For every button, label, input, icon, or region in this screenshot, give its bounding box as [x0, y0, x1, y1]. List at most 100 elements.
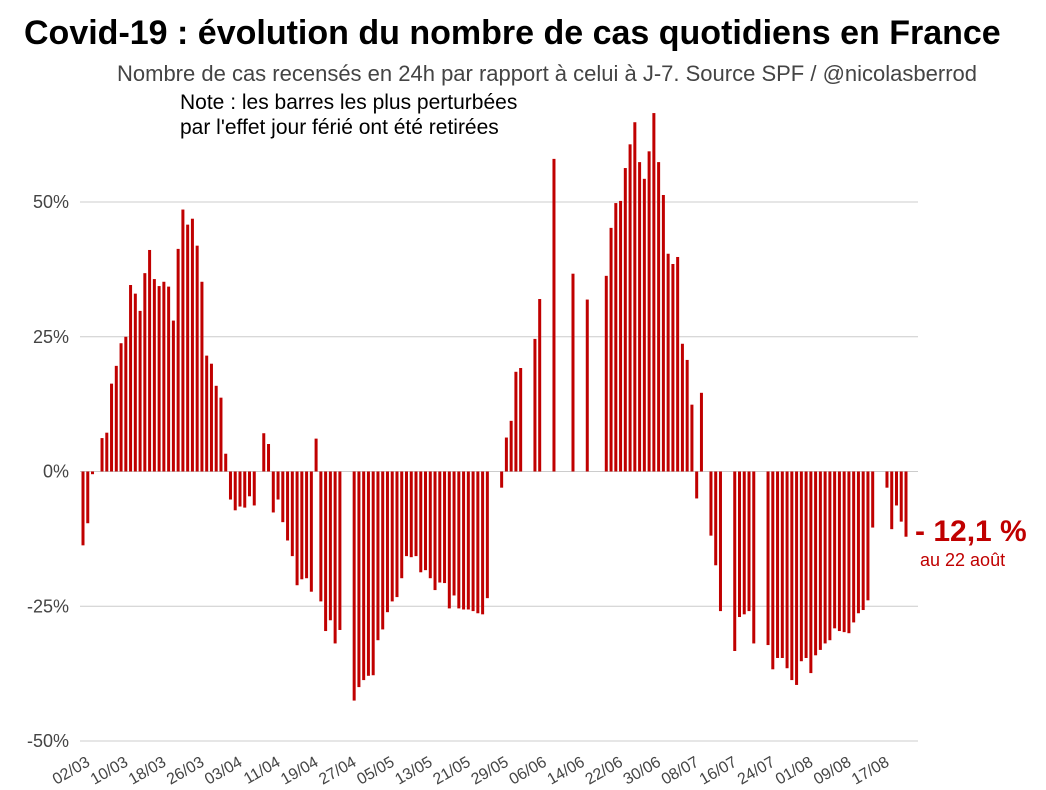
bar — [885, 471, 889, 488]
bar — [823, 471, 827, 644]
bar — [338, 471, 342, 630]
bar — [638, 162, 642, 472]
bar — [795, 471, 799, 685]
bar — [414, 471, 418, 557]
bar — [195, 245, 199, 472]
bar — [852, 471, 856, 623]
bar — [167, 286, 171, 472]
bar — [176, 248, 180, 472]
bar — [585, 299, 589, 472]
bar — [837, 471, 841, 632]
bar — [105, 432, 109, 472]
bar — [695, 471, 699, 499]
y-tick-label: -50% — [27, 731, 69, 751]
bar — [328, 471, 332, 621]
bar — [642, 178, 646, 472]
bar — [614, 203, 618, 472]
bar — [305, 471, 309, 579]
note-line-1: Note : les barres les plus perturbées — [180, 91, 517, 114]
bar — [290, 471, 294, 557]
bar — [295, 471, 299, 586]
bar — [300, 471, 304, 580]
bar — [571, 273, 575, 472]
bar — [538, 299, 542, 472]
bar — [390, 471, 394, 602]
bar — [228, 471, 232, 500]
bar — [157, 286, 161, 472]
bar — [443, 471, 447, 584]
bar — [699, 392, 703, 472]
bar — [690, 404, 694, 472]
bar — [861, 471, 865, 611]
bar — [200, 281, 204, 472]
bar — [790, 471, 794, 681]
bar — [81, 471, 85, 546]
bar — [457, 471, 461, 609]
bar — [609, 227, 613, 472]
bar — [742, 471, 746, 615]
bar — [633, 122, 637, 472]
chart-title: Covid-19 : évolution du nombre de cas qu… — [24, 14, 1001, 52]
bar — [190, 218, 194, 472]
bar — [709, 471, 713, 536]
bar — [433, 471, 437, 591]
bar — [666, 253, 670, 472]
bar — [100, 438, 104, 472]
bar — [481, 471, 485, 615]
bar — [685, 359, 689, 472]
bar — [462, 471, 466, 610]
bar — [628, 144, 632, 472]
bar — [419, 471, 423, 573]
bar — [133, 293, 137, 472]
bar — [424, 471, 428, 571]
bar — [714, 471, 718, 566]
bar — [162, 281, 166, 472]
bar — [371, 471, 375, 676]
bar — [500, 471, 504, 488]
bar — [680, 343, 684, 472]
bar — [267, 444, 271, 472]
bar — [619, 200, 623, 472]
latest-value-annotation: - 12,1 % — [915, 515, 1027, 548]
bar — [385, 471, 389, 613]
bar — [899, 471, 903, 522]
y-tick-label: 25% — [33, 327, 69, 347]
bar — [209, 363, 213, 472]
bars — [81, 113, 908, 701]
bar — [661, 194, 665, 472]
bar — [799, 471, 803, 662]
bar — [324, 471, 328, 632]
bar — [314, 438, 318, 472]
bar — [552, 158, 556, 472]
bar — [718, 471, 722, 612]
bar — [623, 168, 627, 472]
y-tick-label: 0% — [43, 462, 69, 482]
bar — [476, 471, 480, 614]
bar — [438, 471, 442, 583]
bar — [904, 471, 908, 537]
bar — [804, 471, 808, 658]
latest-date-annotation: au 22 août — [920, 550, 1005, 570]
bar — [148, 249, 152, 472]
bar — [129, 285, 133, 472]
bar — [319, 471, 323, 602]
bar — [91, 471, 95, 475]
bar — [309, 471, 313, 592]
bar — [509, 420, 513, 472]
bar — [833, 471, 837, 629]
bar — [657, 162, 661, 472]
bar — [452, 471, 456, 596]
bar — [262, 433, 266, 472]
bar — [214, 385, 218, 472]
bar — [238, 471, 242, 507]
bar — [138, 310, 142, 472]
bar — [785, 471, 789, 669]
bar — [733, 471, 737, 651]
bar — [828, 471, 832, 641]
bar — [243, 471, 247, 508]
bar — [519, 368, 523, 472]
bar — [186, 224, 190, 472]
bar — [652, 113, 656, 472]
bar — [647, 151, 651, 472]
